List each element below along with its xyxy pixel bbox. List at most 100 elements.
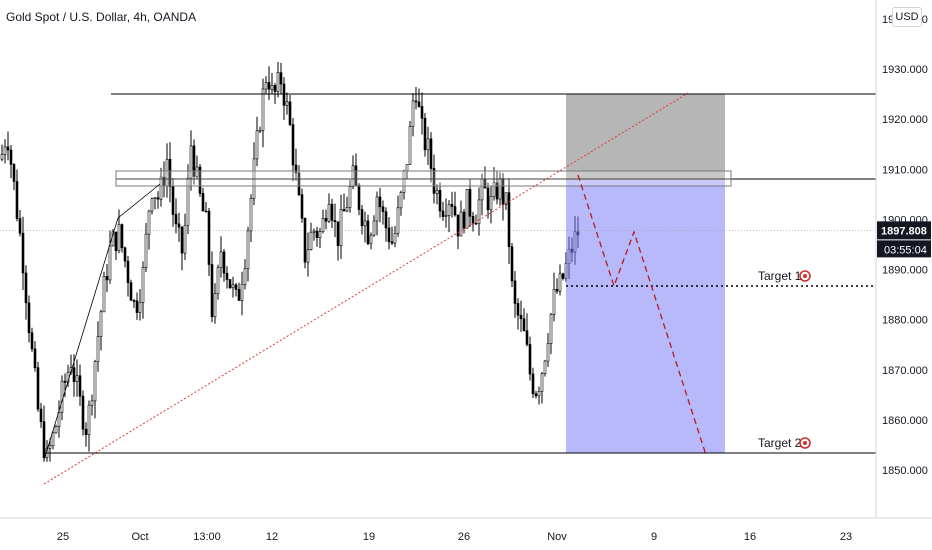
candle-body (234, 284, 238, 290)
price-tick-label: 1910.000 (882, 164, 928, 176)
candle (282, 77, 286, 120)
candle (6, 131, 10, 161)
candle-body (543, 360, 547, 375)
candle (414, 87, 418, 110)
candle (135, 292, 139, 320)
price-tick-label: 1870.000 (882, 365, 928, 377)
candle-body (177, 223, 181, 228)
candle-body (489, 196, 493, 211)
candle-body (327, 203, 331, 222)
candle-body (447, 204, 451, 216)
candle-body (507, 192, 511, 247)
candle-body (30, 332, 34, 350)
candle-body (27, 302, 31, 334)
candle (18, 210, 22, 237)
candle (105, 263, 109, 293)
take-profit-zone (566, 180, 725, 453)
candle-body (201, 193, 205, 212)
candle (84, 422, 88, 447)
candle (426, 126, 430, 166)
candle-body (90, 400, 94, 406)
candle-body (420, 106, 424, 119)
candle (408, 120, 412, 165)
candle-body (345, 207, 349, 212)
candle (423, 112, 427, 157)
candle (429, 132, 433, 183)
candle-body (540, 373, 544, 392)
candle-body (558, 273, 562, 292)
candle (522, 308, 526, 332)
candle (468, 179, 472, 228)
candle-body (462, 211, 466, 229)
candle-body (219, 251, 223, 269)
candle (381, 200, 385, 225)
candle-body (438, 190, 442, 212)
candle-body (459, 211, 463, 237)
candle-body (39, 408, 43, 422)
candle-body (264, 82, 268, 90)
candle-body (276, 72, 280, 92)
candle-body (399, 192, 403, 209)
candle (390, 226, 394, 245)
candle-body (222, 251, 226, 274)
candle-body (324, 217, 328, 222)
candle-body (267, 82, 271, 90)
candle-body (291, 124, 295, 166)
candle (396, 195, 400, 237)
candle-body (444, 215, 448, 217)
currency-button[interactable]: USD (892, 7, 922, 27)
candle-body (297, 172, 301, 195)
candle-body (255, 130, 259, 160)
price-tick-label: 1890.000 (882, 265, 928, 277)
candle-body (282, 83, 286, 106)
candle (492, 167, 496, 201)
candle (243, 259, 247, 290)
candle-body (153, 197, 157, 200)
candle-body (114, 231, 118, 252)
candle-body (261, 88, 265, 131)
candle-body (216, 267, 220, 294)
candle-body (54, 426, 58, 434)
candle-body (351, 165, 355, 187)
candle-body (258, 130, 262, 132)
candle (465, 189, 469, 229)
candle (357, 182, 361, 216)
candle (510, 243, 514, 287)
candle-body (72, 367, 76, 382)
candle-body (348, 186, 352, 208)
candle (342, 193, 346, 212)
candle-body (108, 245, 112, 281)
candle (204, 201, 208, 213)
candle (447, 200, 451, 233)
candle (96, 321, 100, 372)
candle-body (24, 272, 28, 304)
candle-body (144, 233, 148, 268)
target-1-label: Target 1 (758, 269, 802, 283)
candle-body (225, 272, 229, 280)
candle-body (117, 224, 121, 252)
candle-body (468, 189, 472, 217)
candle-body (147, 210, 151, 235)
candle (540, 371, 544, 404)
time-tick-label: 23 (840, 531, 852, 543)
candle-body (477, 199, 481, 224)
candle (198, 164, 202, 197)
target-icon-center (803, 441, 807, 445)
candle (30, 327, 34, 352)
candle-body (171, 186, 175, 215)
candle (321, 209, 325, 234)
candle-body (363, 220, 367, 227)
candle (78, 364, 82, 406)
candle-body (60, 380, 64, 413)
candle-body (300, 194, 304, 219)
price-tick-label: 1860.000 (882, 415, 928, 427)
candle (141, 261, 145, 319)
candle (231, 276, 235, 298)
candle-body (450, 204, 454, 207)
candle-body (516, 303, 520, 316)
target-2-label: Target 2 (758, 436, 802, 450)
candle (369, 232, 373, 250)
price-tick-label: 1930.000 (882, 64, 928, 76)
candle-body (243, 268, 247, 285)
